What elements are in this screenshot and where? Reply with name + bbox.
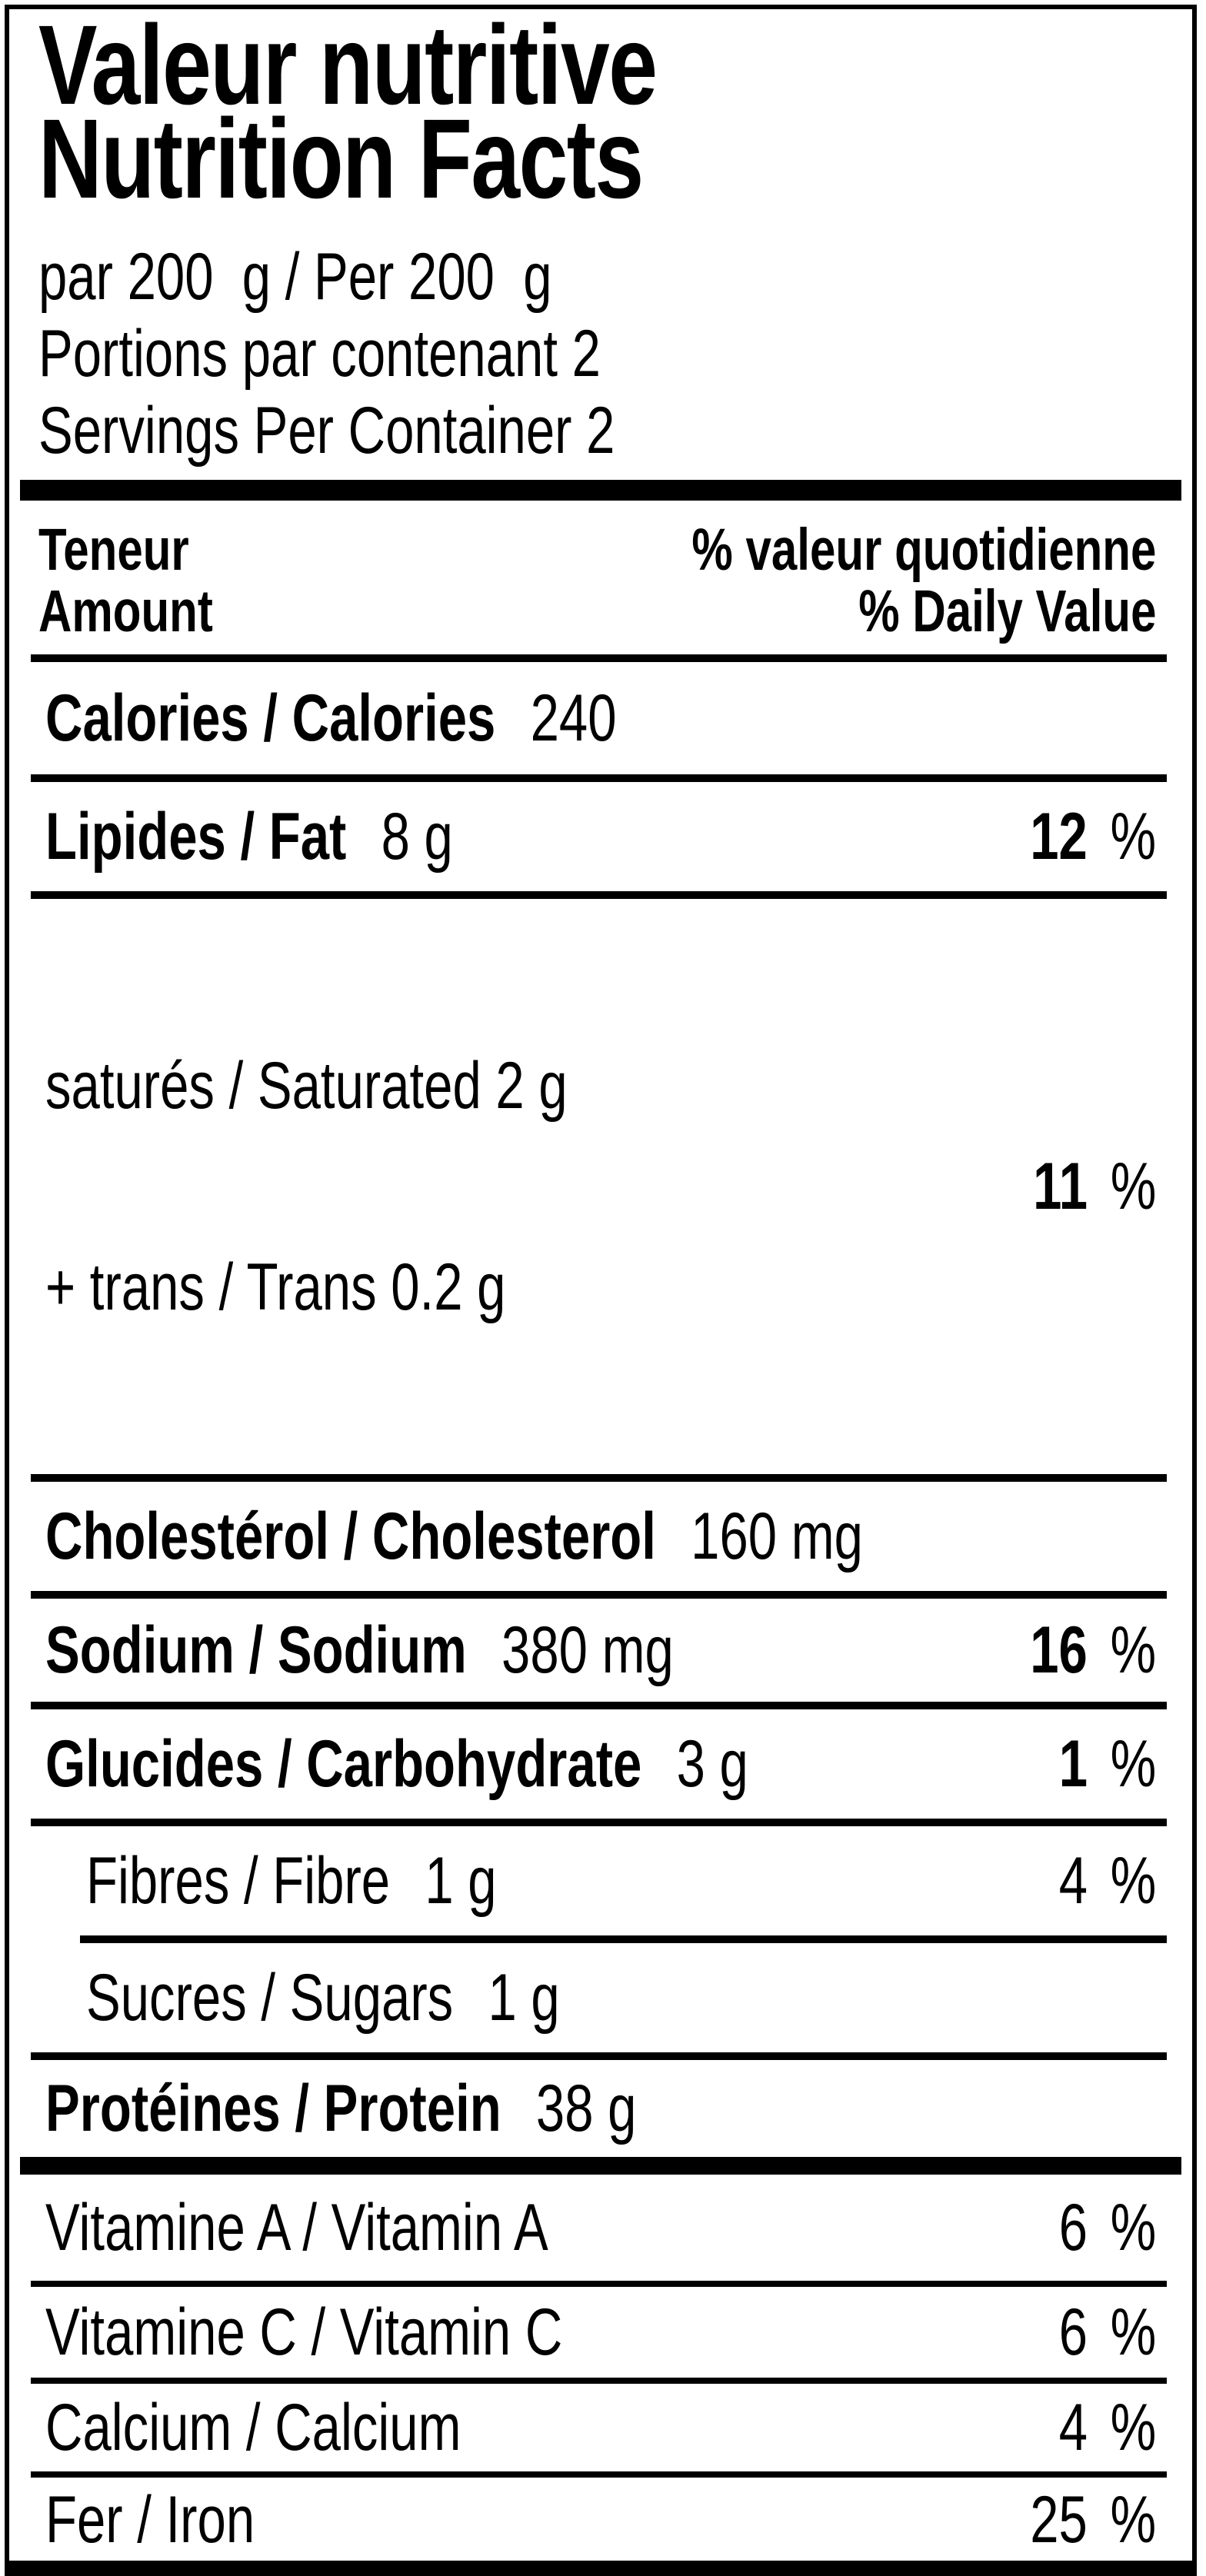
iron-daily-value: 25% (1030, 2487, 1156, 2553)
fat-value: 8 g (381, 800, 453, 874)
vitamin-c-dv-percent-sign: % (1110, 2295, 1156, 2369)
saturated-fat-line: saturés / Saturated 2 g (45, 1049, 568, 1123)
carbohydrate-label: Glucides / Carbohydrate (45, 1727, 642, 1801)
rule-after-calcium (31, 2471, 1167, 2478)
calories-value: 240 (530, 681, 617, 755)
rule-after-sodium (31, 1702, 1167, 1709)
sodium-dv-number: 16 (1030, 1613, 1088, 1687)
row-calories: Calories / Calories 240 (9, 662, 1192, 774)
rule-after-cholesterol (31, 1591, 1167, 1599)
serving-size-line: par 200 g / Per 200 g (38, 238, 1169, 315)
row-sodium: Sodium / Sodium 380 mg 16% (9, 1599, 1192, 1702)
calcium-dv-number: 4 (1058, 2391, 1088, 2465)
vitamin-c-dv-number: 6 (1058, 2295, 1088, 2369)
serving-size-text: par 200 g / Per 200 g (38, 240, 552, 314)
daily-value-header-en: % Daily Value (858, 578, 1156, 644)
calcium-dv-percent-sign: % (1110, 2391, 1156, 2465)
row-vitamin-c: Vitamine C / Vitamin C 6% (9, 2287, 1192, 2378)
sugars-label: Sucres / Sugars (86, 1961, 454, 2035)
sodium-daily-value: 16% (1030, 1617, 1156, 1683)
trans-fat-line: + trans / Trans 0.2 g (45, 1250, 506, 1324)
row-fibre: Fibres / Fibre 1 g 4% (9, 1826, 1192, 1935)
cholesterol-value: 160 mg (691, 1499, 863, 1573)
fibre-dv-number: 4 (1058, 1844, 1088, 1918)
carbohydrate-value: 3 g (676, 1727, 748, 1801)
servings-en-text: Servings Per Container 2 (38, 394, 615, 468)
rule-after-fibre (80, 1935, 1167, 1943)
row-sugars: Sucres / Sugars 1 g (9, 1943, 1192, 2052)
sodium-value: 380 mg (501, 1613, 674, 1687)
daily-value-header-fr: % valeur quotidienne (691, 517, 1156, 583)
protein-label: Protéines / Protein (45, 2072, 501, 2145)
cholesterol-label: Cholestérol / Cholesterol (45, 1499, 656, 1573)
title-french-text: Valeur nutritive (38, 2, 658, 128)
row-calcium: Calcium / Calcium 4% (9, 2384, 1192, 2471)
row-iron: Fer / Iron 25% (9, 2478, 1192, 2561)
fat-daily-value: 12% (1030, 804, 1156, 870)
row-fat: Lipides / Fat 8 g 12% (9, 782, 1192, 891)
fibre-dv-percent-sign: % (1110, 1844, 1156, 1918)
label-header-section: Valeur nutritive Nutrition Facts par 200… (9, 9, 1192, 469)
fat-dv-number: 12 (1030, 800, 1088, 874)
amount-header: Teneur Amount (38, 519, 262, 642)
saturated-dv-percent-sign: % (1110, 1150, 1156, 1223)
row-cholesterol: Cholestérol / Cholesterol 160 mg (9, 1482, 1192, 1591)
rule-after-vitamin-a (31, 2281, 1167, 2287)
sugars-value: 1 g (488, 1961, 560, 2035)
vitamin-c-daily-value: 6% (1058, 2299, 1156, 2365)
rule-after-fat (31, 891, 1167, 899)
iron-dv-percent-sign: % (1110, 2483, 1156, 2557)
saturated-dv-number: 11 (1032, 1150, 1088, 1223)
sodium-dv-percent-sign: % (1110, 1613, 1156, 1687)
vitamin-a-dv-percent-sign: % (1110, 2191, 1156, 2265)
amount-header-en: Amount (38, 578, 213, 644)
rule-after-carbohydrate (31, 1819, 1167, 1826)
title-french: Valeur nutritive (38, 2, 1169, 128)
calcium-daily-value: 4% (1058, 2395, 1156, 2461)
amount-header-fr: Teneur (38, 517, 189, 583)
rule-after-saturated (31, 1474, 1167, 1482)
fat-dv-percent-sign: % (1110, 800, 1156, 874)
vitamin-c-label: Vitamine C / Vitamin C (45, 2295, 563, 2369)
iron-dv-number: 25 (1030, 2483, 1088, 2557)
vitamin-a-daily-value: 6% (1058, 2195, 1156, 2261)
carbohydrate-dv-percent-sign: % (1110, 1727, 1156, 1801)
saturated-daily-value: 11% (1033, 1153, 1156, 1220)
rule-after-calories (31, 774, 1167, 782)
protein-value: 38 g (535, 2072, 637, 2145)
fibre-daily-value: 4% (1058, 1848, 1156, 1914)
fibre-label: Fibres / Fibre (86, 1844, 391, 1918)
carbohydrate-daily-value: 1% (1058, 1731, 1156, 1797)
servings-fr-text: Portions par contenant 2 (38, 317, 601, 391)
serving-info: par 200 g / Per 200 g Portions par conte… (38, 238, 1169, 469)
nutrition-facts-label: Valeur nutritive Nutrition Facts par 200… (5, 5, 1197, 2576)
iron-label: Fer / Iron (45, 2483, 255, 2557)
rule-after-sugars (31, 2052, 1167, 2060)
rule-under-header (31, 654, 1167, 662)
rule-after-vitamin-c (31, 2378, 1167, 2384)
thick-separator-micronutrients (20, 2157, 1181, 2175)
vitamin-a-dv-number: 6 (1058, 2191, 1088, 2265)
daily-value-header: % valeur quotidienne % Daily Value (561, 519, 1156, 642)
thick-separator-bottom (9, 2561, 1192, 2571)
sodium-label: Sodium / Sodium (45, 1613, 467, 1687)
servings-per-container-fr: Portions par contenant 2 (38, 315, 1169, 392)
fibre-value: 1 g (425, 1844, 497, 1918)
saturated-trans-lines: saturés / Saturated 2 g + trans / Trans … (45, 919, 568, 1454)
calories-label: Calories / Calories (45, 681, 496, 755)
row-saturated-trans-fat: saturés / Saturated 2 g + trans / Trans … (9, 899, 1192, 1474)
row-protein: Protéines / Protein 38 g (9, 2060, 1192, 2157)
thick-separator-top (20, 480, 1181, 501)
row-vitamin-a: Vitamine A / Vitamin A 6% (9, 2175, 1192, 2281)
fat-label: Lipides / Fat (45, 800, 347, 874)
carbohydrate-dv-number: 1 (1058, 1727, 1088, 1801)
title-english: Nutrition Facts (38, 96, 1169, 222)
title-english-text: Nutrition Facts (38, 96, 644, 222)
row-carbohydrate: Glucides / Carbohydrate 3 g 1% (9, 1709, 1192, 1819)
column-header-row: Teneur Amount % valeur quotidienne % Dai… (9, 501, 1192, 654)
calcium-label: Calcium / Calcium (45, 2391, 461, 2465)
vitamin-a-label: Vitamine A / Vitamin A (45, 2191, 548, 2265)
servings-per-container-en: Servings Per Container 2 (38, 392, 1169, 469)
